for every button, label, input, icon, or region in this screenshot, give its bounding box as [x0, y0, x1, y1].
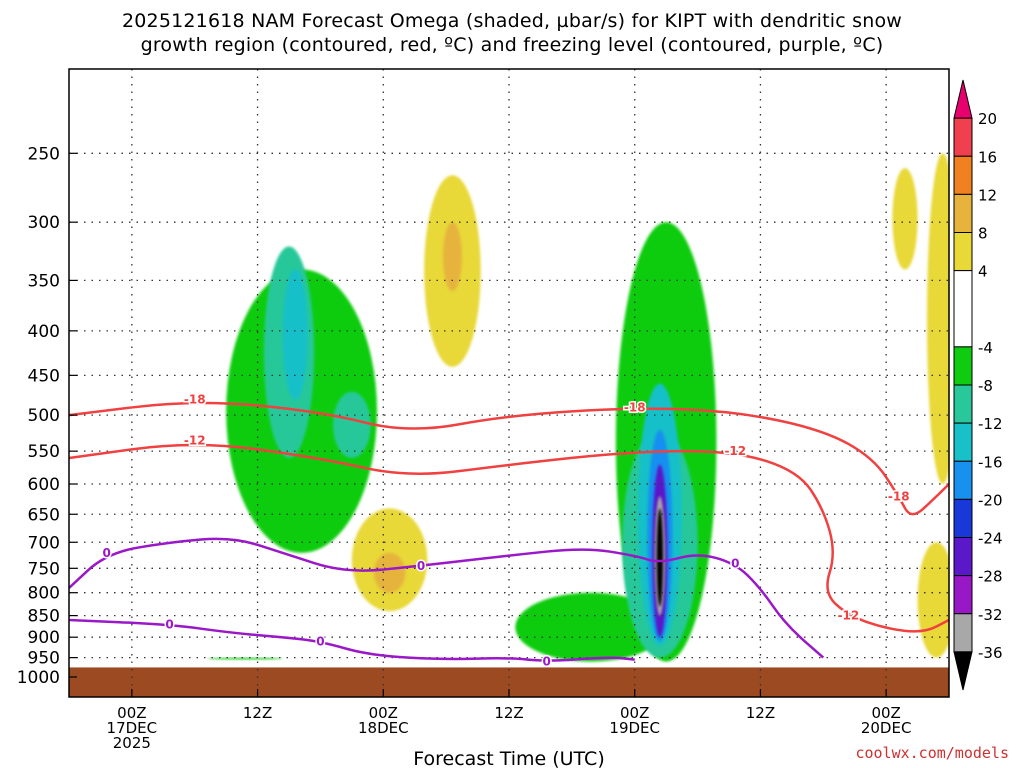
dgz-contour-line	[69, 443, 949, 633]
y-tick-label: 300	[28, 213, 60, 233]
colorbar-label: -28	[978, 568, 1003, 586]
dgz-contour-label: -18	[888, 489, 910, 503]
y-tick-label: 950	[28, 649, 60, 669]
colorbar-label: 8	[978, 225, 988, 243]
y-tick-label: 750	[28, 559, 60, 579]
y-tick-label: 250	[28, 144, 60, 164]
contour-lines: -18 -18 -18 -12 -12 -12 0 0 0 0 0 0	[69, 391, 949, 670]
x-tick-label: 00Z	[369, 704, 398, 722]
y-tick-label: 900	[28, 628, 60, 648]
y-tick-label: 850	[28, 607, 60, 627]
x-tick-label: 18DEC	[358, 719, 409, 737]
colorbar-label: -12	[978, 415, 1003, 433]
x-tick-label: 19DEC	[609, 719, 660, 737]
freezing-level-label: 0	[731, 556, 739, 570]
colorbar-label: -8	[978, 377, 993, 395]
colorbar-band	[953, 270, 973, 348]
colorbar-band	[953, 155, 973, 195]
colorbar-band	[953, 193, 973, 233]
colorbar-band	[953, 232, 973, 272]
omega-region	[892, 168, 918, 270]
dgz-contour-line	[69, 401, 949, 516]
x-tick-label: 2025	[113, 734, 151, 752]
y-tick-label: 450	[28, 366, 60, 386]
x-axis-label: Forecast Time (UTC)	[413, 748, 604, 768]
x-tick-label: 12Z	[746, 704, 775, 722]
axes: 2503003504004505005506006507007508008509…	[17, 144, 912, 768]
omega-region	[443, 222, 462, 292]
omega-region	[373, 552, 406, 593]
dgz-contour-label: -18	[184, 393, 206, 407]
colorbar-band	[953, 117, 973, 157]
chart-title-line-1: 2025121618 NAM Forecast Omega (shaded, µ…	[121, 10, 903, 32]
colorbar-label: -20	[978, 491, 1003, 509]
freezing-level-label: 0	[543, 655, 551, 669]
colorbar-band	[953, 537, 973, 577]
omega-region	[333, 391, 371, 458]
colorbar-label: 16	[978, 148, 997, 166]
gridlines	[69, 69, 949, 697]
colorbar: 20 16 12 8 4 -4 -8 -12 -16 -20 -24 -28 -32 -36	[953, 79, 1003, 691]
y-tick-label: 800	[28, 584, 60, 604]
x-tick-label: 00Z	[620, 704, 649, 722]
freezing-level-label: 0	[417, 559, 425, 573]
freezing-level-contour	[69, 618, 635, 662]
colorbar-band	[953, 651, 973, 691]
colorbar-band	[953, 460, 973, 500]
chart-title-line-2: growth region (contoured, red, ºC) and f…	[140, 34, 884, 56]
dgz-contour-label: -12	[838, 609, 860, 623]
x-tick-label: 12Z	[494, 704, 523, 722]
y-tick-label: 600	[28, 475, 60, 495]
colorbar-band	[953, 384, 973, 424]
omega-region	[282, 269, 308, 400]
colorbar-label: -16	[978, 453, 1003, 471]
omega-region	[917, 542, 949, 658]
colorbar-band	[953, 346, 973, 386]
plot-area	[69, 153, 949, 697]
y-tick-label: 700	[28, 533, 60, 553]
omega-region	[207, 657, 283, 660]
omega-region	[515, 592, 667, 662]
x-tick-label: 00Z	[871, 704, 900, 722]
colorbar-band	[953, 575, 973, 615]
y-tick-label: 550	[28, 442, 60, 462]
colorbar-band	[953, 498, 973, 538]
y-tick-label: 1000	[17, 668, 60, 688]
x-tick-label: 12Z	[243, 704, 272, 722]
x-tick-label: 20DEC	[861, 719, 912, 737]
omega-region	[656, 508, 663, 607]
omega-region	[927, 153, 949, 484]
colorbar-label: -36	[978, 644, 1003, 662]
site-credit: coolwx.com/models	[855, 744, 1009, 762]
y-tick-label: 500	[28, 406, 60, 426]
colorbar-band	[953, 79, 973, 119]
colorbar-label: -24	[978, 530, 1003, 548]
freezing-level-label: 0	[316, 634, 324, 648]
colorbar-band	[953, 422, 973, 462]
colorbar-label: -32	[978, 606, 1003, 624]
colorbar-label: 4	[978, 263, 988, 281]
dgz-contour-label: -12	[184, 434, 206, 448]
y-tick-label: 400	[28, 322, 60, 342]
freezing-level-contour	[69, 537, 825, 659]
y-tick-label: 350	[28, 271, 60, 291]
x-tick-label: 00Z	[117, 704, 146, 722]
dgz-contour-label: -18	[624, 401, 646, 415]
dgz-contour-label: -12	[724, 444, 746, 458]
x-tick-label: 17DEC	[107, 719, 158, 737]
freezing-level-label: 0	[103, 546, 111, 560]
colorbar-label: 20	[978, 110, 997, 128]
colorbar-label: -4	[978, 339, 993, 357]
y-tick-label: 650	[28, 505, 60, 525]
colorbar-band	[953, 613, 973, 653]
colorbar-label: 12	[978, 186, 997, 204]
freezing-level-label: 0	[165, 617, 173, 631]
